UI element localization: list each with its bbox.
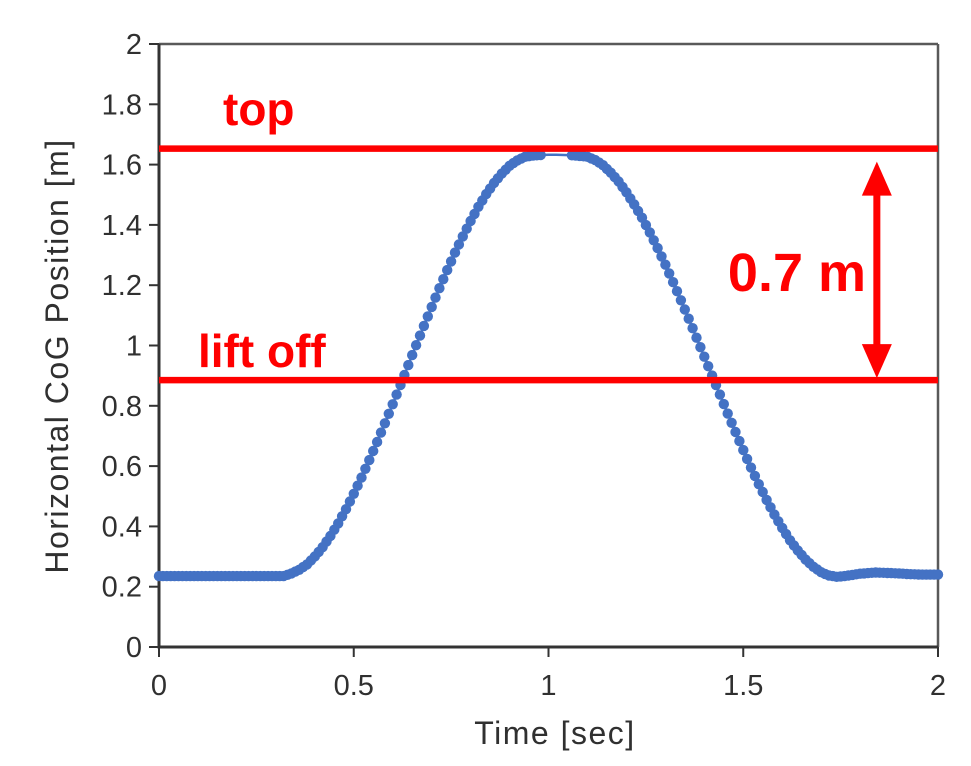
- svg-text:1: 1: [126, 331, 142, 363]
- top-line-label: top: [223, 83, 295, 135]
- svg-text:0.6: 0.6: [102, 451, 142, 483]
- svg-text:1.4: 1.4: [102, 210, 142, 242]
- liftoff-line-label: lift off: [198, 325, 326, 377]
- svg-text:1.5: 1.5: [723, 670, 763, 702]
- svg-text:0.2: 0.2: [102, 572, 142, 604]
- svg-text:2: 2: [126, 29, 142, 61]
- svg-text:0.8: 0.8: [102, 391, 142, 423]
- svg-text:0: 0: [151, 670, 167, 702]
- svg-text:2: 2: [930, 670, 946, 702]
- svg-text:0: 0: [126, 632, 142, 664]
- x-axis: 0 0.5 1 1.5 2: [151, 647, 946, 702]
- svg-text:0.4: 0.4: [102, 511, 142, 543]
- reference-annotations: [159, 145, 938, 384]
- svg-text:1: 1: [540, 670, 556, 702]
- y-axis-title: Horizontal CoG Position [m]: [39, 138, 75, 573]
- svg-text:0.5: 0.5: [334, 670, 374, 702]
- svg-text:1.6: 1.6: [102, 150, 142, 182]
- arrow-value-label: 0.7 m: [728, 243, 866, 303]
- series-cog-position: [153, 149, 944, 582]
- svg-text:1.2: 1.2: [102, 270, 142, 302]
- x-axis-title: Time [sec]: [474, 715, 635, 751]
- y-axis: 0 0.2 0.4 0.6 0.8 1 1.2 1.4 1.6 1.8 2: [102, 29, 159, 664]
- svg-text:1.8: 1.8: [102, 89, 142, 121]
